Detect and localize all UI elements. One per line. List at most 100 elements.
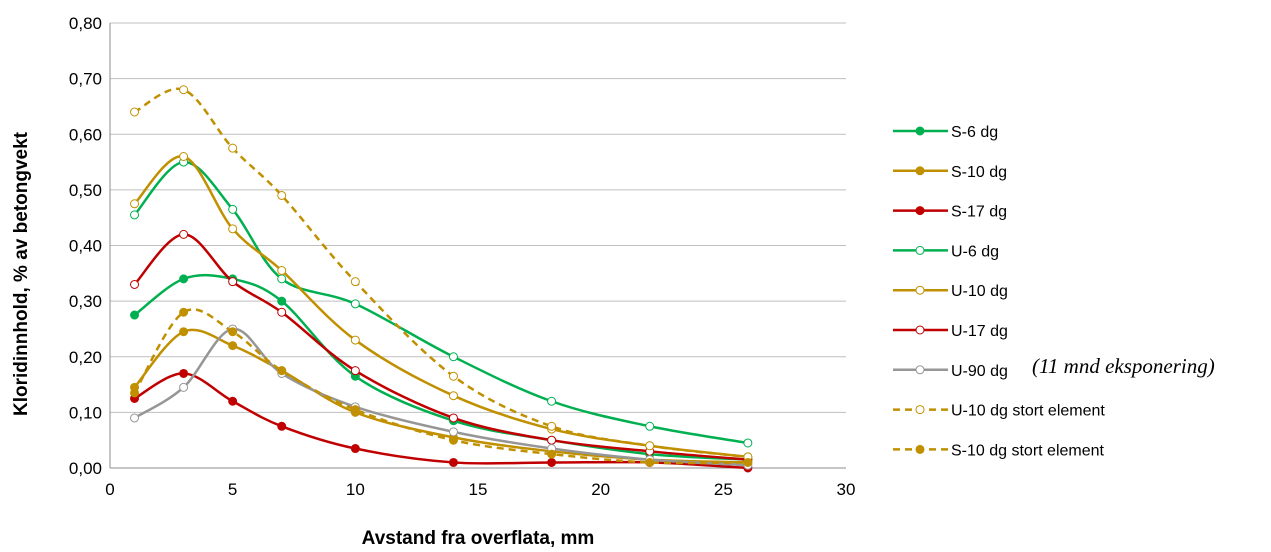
data-point [228,396,238,406]
data-point [130,413,140,423]
data-point [130,210,140,220]
data-point [228,277,238,287]
series-u-10-dg-stort-element [130,85,753,462]
data-point [547,396,557,406]
data-point [179,85,189,95]
data-point [350,335,360,345]
data-point [228,204,238,214]
legend-label: S-17 dg [951,204,1007,221]
legend-item-s-10-dg: S-10 dg [893,164,1007,181]
legend: S-6 dg S-10 dg S-17 dg U-6 dg U-10 dg U-17 dg… [893,124,1105,459]
series-line [133,160,749,445]
y-tick-label: 0,30 [69,292,102,311]
legend-item-u-6-dg: U-6 dg [893,243,999,260]
series-line [133,308,748,465]
data-point [179,382,189,392]
legend-label: U-17 dg [951,323,1008,340]
legend-item-s-10-dg-stort-element: S-10 dg stort element [893,442,1105,459]
series-s-10-dg-stort-element [130,307,753,467]
data-point [645,421,655,431]
data-point [547,457,557,467]
x-tick-label: 30 [837,480,856,499]
x-tick-label: 20 [591,480,610,499]
annotation: (11 mnd eksponering) [1032,354,1215,378]
data-point [645,441,655,451]
legend-item-u-10-dg: U-10 dg [893,283,1008,300]
data-point [350,405,360,415]
y-tick-label: 0,60 [69,125,102,144]
series-line [133,233,748,461]
y-tick-label: 0,10 [69,403,102,422]
y-tick-label: 0,70 [69,70,102,89]
data-point [277,266,287,276]
data-point [130,279,140,289]
data-point [179,229,189,239]
legend-marker [915,405,925,415]
x-tick-label: 0 [105,480,114,499]
x-axis-title: Avstand fra overflata, mm [362,528,595,549]
legend-label: S-6 dg [951,124,998,141]
x-tick-label: 25 [714,480,733,499]
legend-label: S-10 dg [951,164,1007,181]
data-point [350,444,360,454]
legend-marker [915,325,925,335]
legend-marker [915,245,925,255]
axes [109,23,846,469]
x-tick-label: 15 [469,480,488,499]
legend-marker [915,166,925,176]
legend-item-s-6-dg: S-6 dg [893,124,998,141]
data-point [645,457,655,467]
data-point [179,152,189,161]
data-point [743,457,753,467]
data-point [547,421,557,431]
y-tick-label: 0,00 [69,459,102,478]
data-point [277,190,287,200]
data-point [179,274,189,284]
legend-marker [915,365,925,375]
y-tick-label: 0,50 [69,181,102,200]
data-point [448,391,458,401]
legend-label: S-10 dg stort element [951,442,1105,459]
legend-label: U-6 dg [951,243,999,260]
data-point [277,366,287,376]
legend-label: U-10 dg [951,283,1008,300]
data-point [547,435,557,445]
series-s-17-dg [130,368,753,473]
y-tick-labels: 0,00 0,10 0,20 0,30 0,40 0,50 0,60 0,70 0,80 [69,14,102,478]
legend-label: U-10 dg stort element [951,403,1105,420]
gridlines [110,22,846,413]
y-tick-label: 0,80 [69,14,102,33]
legend-item-u-10-dg-stort-element: U-10 dg stort element [893,403,1105,420]
data-point [350,299,360,309]
y-tick-label: 0,20 [69,348,102,367]
legend-marker [915,126,925,136]
legend-marker [915,206,925,216]
data-point [448,352,458,362]
series-line [133,327,748,467]
series-line [133,273,748,461]
legend-item-u-90-dg: U-90 dg [893,363,1008,380]
y-axis-title: Kloridinnhold, % av betongvekt [11,131,32,416]
data-point [130,107,140,117]
data-point [448,457,458,467]
legend-marker [915,285,925,295]
data-point [277,274,287,284]
data-point [130,388,140,398]
y-tick-label: 0,40 [69,237,102,256]
data-point [448,413,458,423]
series-lines [130,85,753,473]
x-tick-label: 5 [228,480,237,499]
data-point [277,307,287,317]
legend-marker [915,444,925,454]
data-point [179,327,189,337]
legend-label: U-90 dg [951,363,1008,380]
data-point [228,224,238,234]
legend-item-s-17-dg: S-17 dg [893,204,1007,221]
series-line [133,87,749,459]
data-point [448,435,458,445]
x-tick-labels: 0 5 10 15 20 25 30 [105,480,855,499]
data-point [179,368,189,378]
data-point [448,371,458,381]
data-point [130,310,140,320]
data-point [228,143,238,153]
